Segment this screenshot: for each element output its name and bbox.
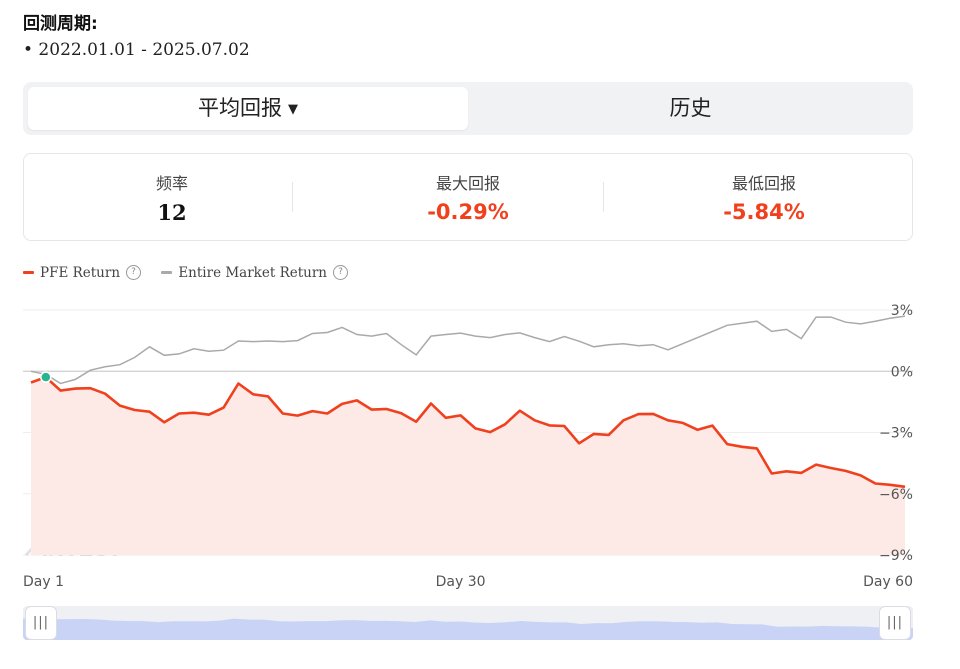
x-tick-label: Day 1 <box>23 574 64 590</box>
scroller-preview-area <box>23 618 913 640</box>
stat-frequency: 频率 12 <box>24 154 320 240</box>
tab-history-label: 历史 <box>669 96 712 120</box>
chart-legend: PFE Return ? Entire Market Return ? <box>23 262 364 281</box>
backtest-period-range: • 2022.01.01 - 2025.07.02 <box>23 40 250 60</box>
series-line-pfe <box>30 375 906 489</box>
legend-swatch-pfe <box>23 271 34 274</box>
legend-label-market: Entire Market Return <box>178 264 327 281</box>
y-tick-label: −9% <box>879 548 913 564</box>
start-point-marker[interactable] <box>40 371 52 383</box>
tab-average-return-label: 平均回报 <box>198 96 282 120</box>
range-scroller[interactable]: ||| ||| <box>23 606 913 640</box>
pfe-area-fill <box>31 371 905 555</box>
stat-max-return: 最大回报 -0.29% <box>320 154 616 240</box>
y-tick-label: 0% <box>891 364 913 380</box>
question-circle-icon[interactable]: ? <box>333 265 348 280</box>
stat-min-return-value: -5.84% <box>723 200 805 224</box>
legend-item-market[interactable]: Entire Market Return ? <box>161 265 348 281</box>
stat-frequency-label: 频率 <box>155 174 188 193</box>
return-view-tabs: 平均回报 ▼ 历史 <box>23 82 913 135</box>
scroller-preview <box>23 618 913 640</box>
legend-label-pfe: PFE Return <box>40 264 121 281</box>
stat-max-return-value: -0.29% <box>427 200 509 224</box>
tab-history[interactable]: 历史 <box>473 87 908 130</box>
y-tick-label: −6% <box>879 487 913 503</box>
caret-down-icon: ▼ <box>288 102 298 117</box>
legend-item-pfe[interactable]: PFE Return ? <box>23 264 142 281</box>
backtest-period-title: 回测周期: <box>23 14 98 34</box>
question-circle-icon[interactable]: ? <box>126 265 142 280</box>
y-axis: 3% 0% −3% −6% −9% <box>879 303 913 564</box>
stat-frequency-value: 12 <box>157 200 187 225</box>
x-tick-label: Day 60 <box>863 574 913 590</box>
series-line-market <box>30 315 906 385</box>
stat-divider <box>603 182 604 212</box>
stat-min-return: 最低回报 -5.84% <box>616 154 912 240</box>
stat-divider <box>292 182 293 212</box>
stats-card: 频率 12 最大回报 -0.29% 最低回报 -5.84% <box>23 153 913 241</box>
stat-max-return-label: 最大回报 <box>435 174 500 193</box>
stat-min-return-label: 最低回报 <box>731 174 796 193</box>
y-tick-label: 3% <box>891 303 913 319</box>
scroller-left-handle[interactable]: ||| <box>25 606 57 640</box>
scroller-right-handle[interactable]: ||| <box>879 606 911 640</box>
y-tick-label: −3% <box>879 426 913 442</box>
legend-swatch-market <box>161 271 173 274</box>
x-tick-label: Day 30 <box>436 574 486 590</box>
x-axis: Day 1 Day 30 Day 60 <box>23 574 913 590</box>
tab-average-return[interactable]: 平均回报 ▼ <box>28 87 468 130</box>
